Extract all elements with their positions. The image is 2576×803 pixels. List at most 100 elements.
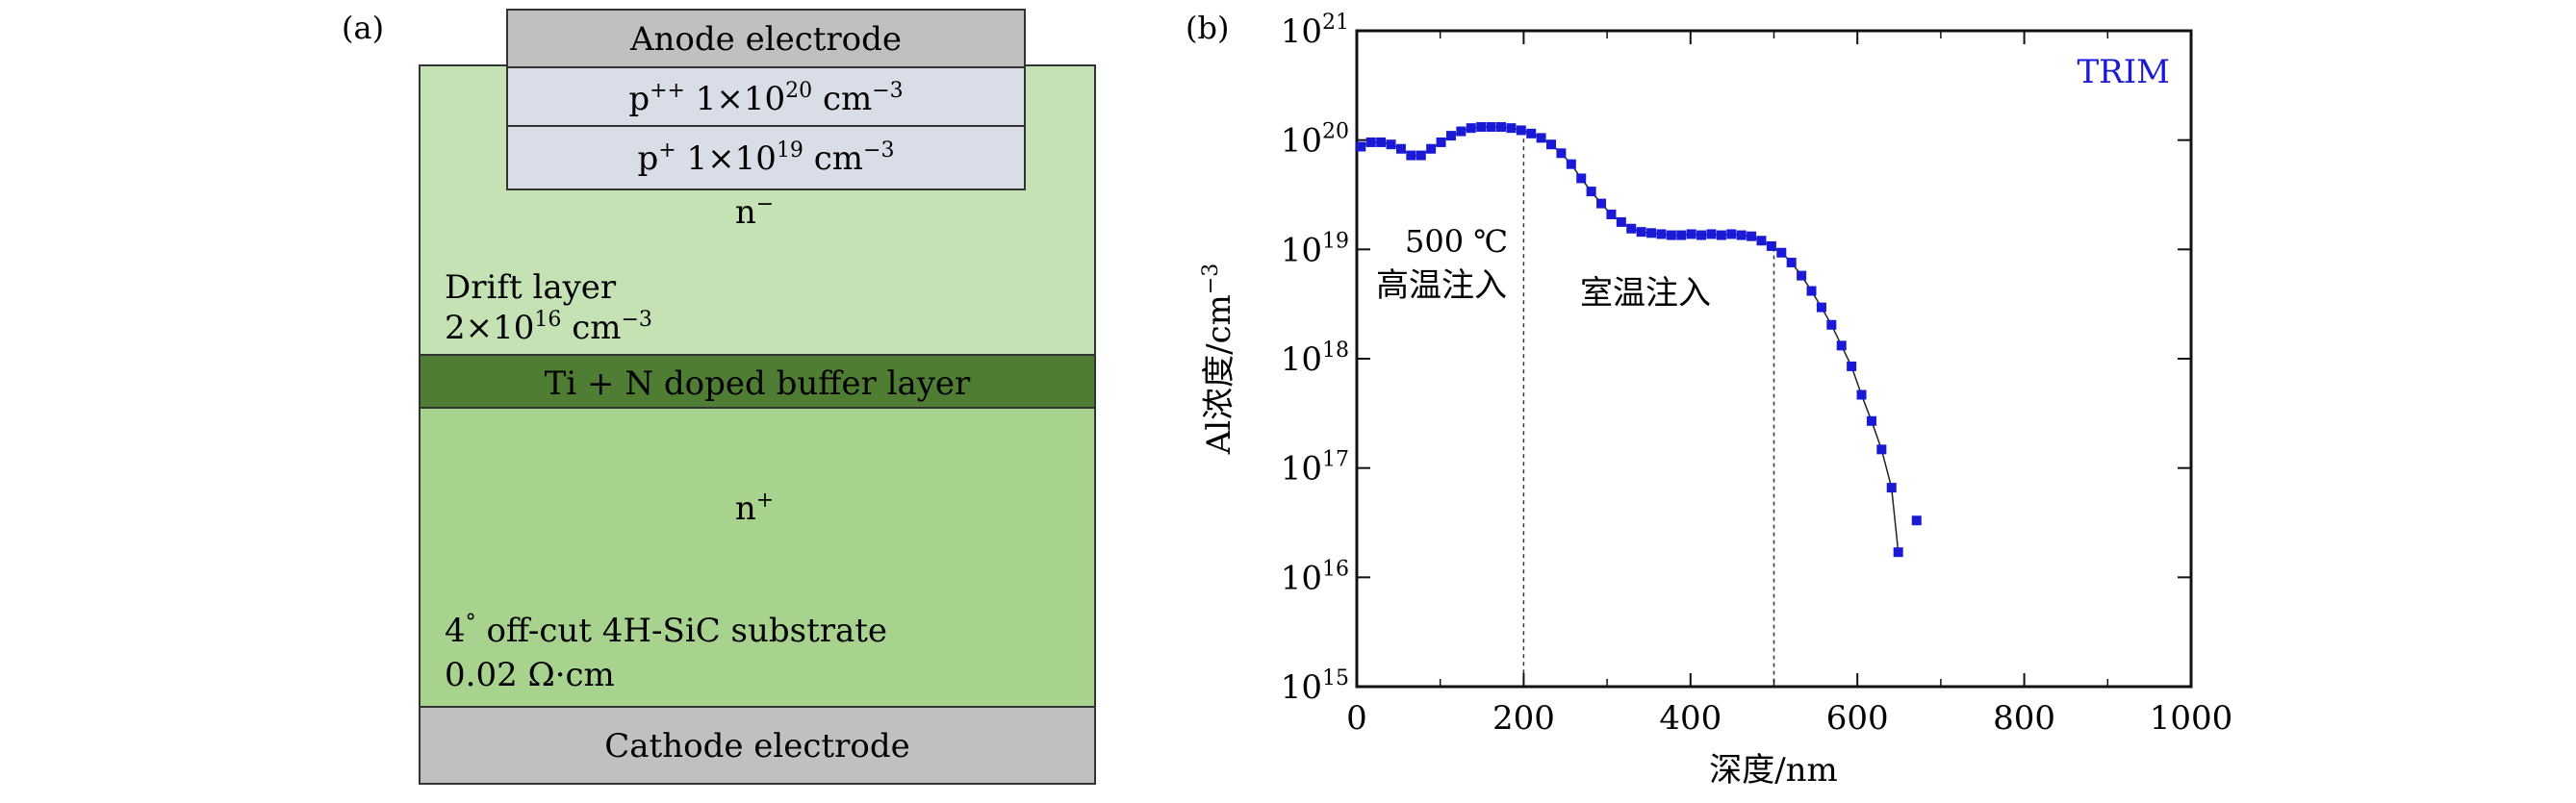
- drift-doping-label: 2×1016 cm−3: [445, 308, 652, 347]
- data-point: [1356, 141, 1366, 152]
- axis-ticks: [1356, 30, 2192, 688]
- substrate-layer: [419, 407, 1096, 708]
- data-point: [1476, 122, 1487, 133]
- y-tick-label: 1015: [1281, 666, 1349, 707]
- data-point: [1656, 229, 1667, 239]
- p-plus-label: p+ 1×1019 cm−3: [638, 138, 895, 178]
- p-plus-plus-layer: [506, 66, 1026, 127]
- data-point: [1416, 150, 1426, 161]
- substrate-resistivity-label: 0.02 Ω·cm: [445, 656, 615, 694]
- data-point: [1466, 123, 1476, 134]
- legend-trim: TRIM: [2077, 53, 2170, 91]
- panel-b-label: (b): [1186, 10, 1229, 46]
- data-point: [1526, 128, 1537, 138]
- data-point: [1636, 227, 1646, 238]
- panel-b: (b) 0 200 400 600 800 1000 101510161017101810…: [1186, 10, 2232, 790]
- drift-layer-label: Drift layer: [445, 268, 617, 307]
- y-axis-label: Al浓度/cm−3: [1199, 263, 1238, 456]
- y-tick-label: 1018: [1281, 339, 1349, 379]
- y-tick-label: 1017: [1281, 448, 1349, 489]
- data-point: [1566, 159, 1576, 169]
- n-plus-label: n+: [735, 489, 774, 528]
- y-tick-labels: 1015 1016 1017 1018 1019 1020 1021: [1281, 11, 1349, 707]
- data-point: [1486, 122, 1496, 133]
- data-point: [1426, 143, 1437, 154]
- n-minus-label: n−: [735, 192, 774, 232]
- p-plus-layer: [506, 125, 1026, 190]
- y-tick-label: 1019: [1281, 229, 1349, 269]
- data-point: [1706, 229, 1717, 239]
- data-point: [1806, 286, 1817, 296]
- data-point: [1893, 547, 1903, 558]
- data-point: [1395, 143, 1406, 154]
- data-point: [1726, 229, 1737, 239]
- x-tick-label: 400: [1659, 699, 1722, 738]
- x-tick-label: 0: [1346, 699, 1367, 738]
- data-point: [1686, 229, 1696, 239]
- x-tick-label: 800: [1993, 699, 2055, 738]
- data-point: [1616, 216, 1626, 227]
- data-point: [1816, 302, 1826, 313]
- cathode-label: Cathode electrode: [604, 727, 909, 765]
- data-point: [1666, 230, 1676, 240]
- data-point: [1856, 389, 1867, 400]
- data-point: [1776, 247, 1787, 258]
- data-point: [1911, 515, 1922, 526]
- data-point: [1456, 126, 1467, 137]
- data-point: [1766, 240, 1776, 251]
- data-point: [1747, 231, 1757, 241]
- fit-line: [1360, 126, 1900, 553]
- data-points: [1356, 122, 1922, 558]
- annotation-room-implant: 室温注入: [1580, 274, 1711, 313]
- data-point: [1576, 173, 1587, 184]
- data-point: [1606, 209, 1617, 219]
- data-point: [1797, 270, 1807, 281]
- data-point: [1736, 230, 1747, 240]
- data-point: [1556, 148, 1567, 159]
- data-point: [1436, 137, 1446, 147]
- x-tick-label: 600: [1826, 699, 1889, 738]
- x-tick-label: 200: [1492, 699, 1555, 738]
- data-point: [1696, 230, 1707, 240]
- data-point: [1836, 340, 1847, 351]
- data-point: [1847, 361, 1857, 371]
- substrate-label: 4° off-cut 4H-SiC substrate: [445, 611, 887, 650]
- data-point: [1886, 483, 1897, 493]
- data-point: [1506, 123, 1517, 134]
- data-point: [1786, 257, 1797, 267]
- data-point: [1716, 230, 1726, 240]
- y-tick-label: 1020: [1281, 120, 1349, 161]
- panel-a: (a) Anode electrode p++ 1×1020 cm−3 p+ 1…: [342, 9, 1096, 785]
- x-axis-label: 深度/nm: [1709, 751, 1838, 790]
- data-point: [1546, 139, 1557, 150]
- annotation-500c: 500 ℃: [1405, 223, 1508, 260]
- data-point: [1586, 187, 1596, 197]
- data-point: [1536, 133, 1546, 143]
- data-point: [1495, 122, 1506, 133]
- y-tick-label: 1021: [1281, 11, 1349, 51]
- data-point: [1406, 150, 1416, 161]
- panel-a-label: (a): [342, 10, 384, 46]
- data-point: [1876, 444, 1887, 455]
- x-tick-labels: 0 200 400 600 800 1000: [1346, 699, 2232, 738]
- data-point: [1756, 236, 1767, 246]
- data-point: [1516, 125, 1526, 136]
- anode-label: Anode electrode: [629, 20, 902, 59]
- data-point: [1646, 228, 1657, 238]
- data-point: [1626, 223, 1637, 234]
- data-point: [1826, 319, 1837, 330]
- p-plus-plus-label: p++ 1×1020 cm−3: [628, 79, 903, 118]
- reference-lines: [1522, 131, 1775, 687]
- cathode-electrode: [419, 706, 1096, 785]
- data-point: [1365, 137, 1376, 147]
- y-tick-label: 1016: [1281, 557, 1349, 597]
- buffer-layer: [419, 354, 1096, 409]
- data-point: [1376, 137, 1387, 147]
- annotation-hot-implant: 高温注入: [1376, 266, 1507, 305]
- data-point: [1866, 415, 1876, 426]
- buffer-layer-label: Ti + N doped buffer layer: [545, 364, 971, 403]
- x-tick-label: 1000: [2150, 699, 2233, 738]
- data-point: [1445, 131, 1456, 141]
- data-point: [1596, 198, 1607, 209]
